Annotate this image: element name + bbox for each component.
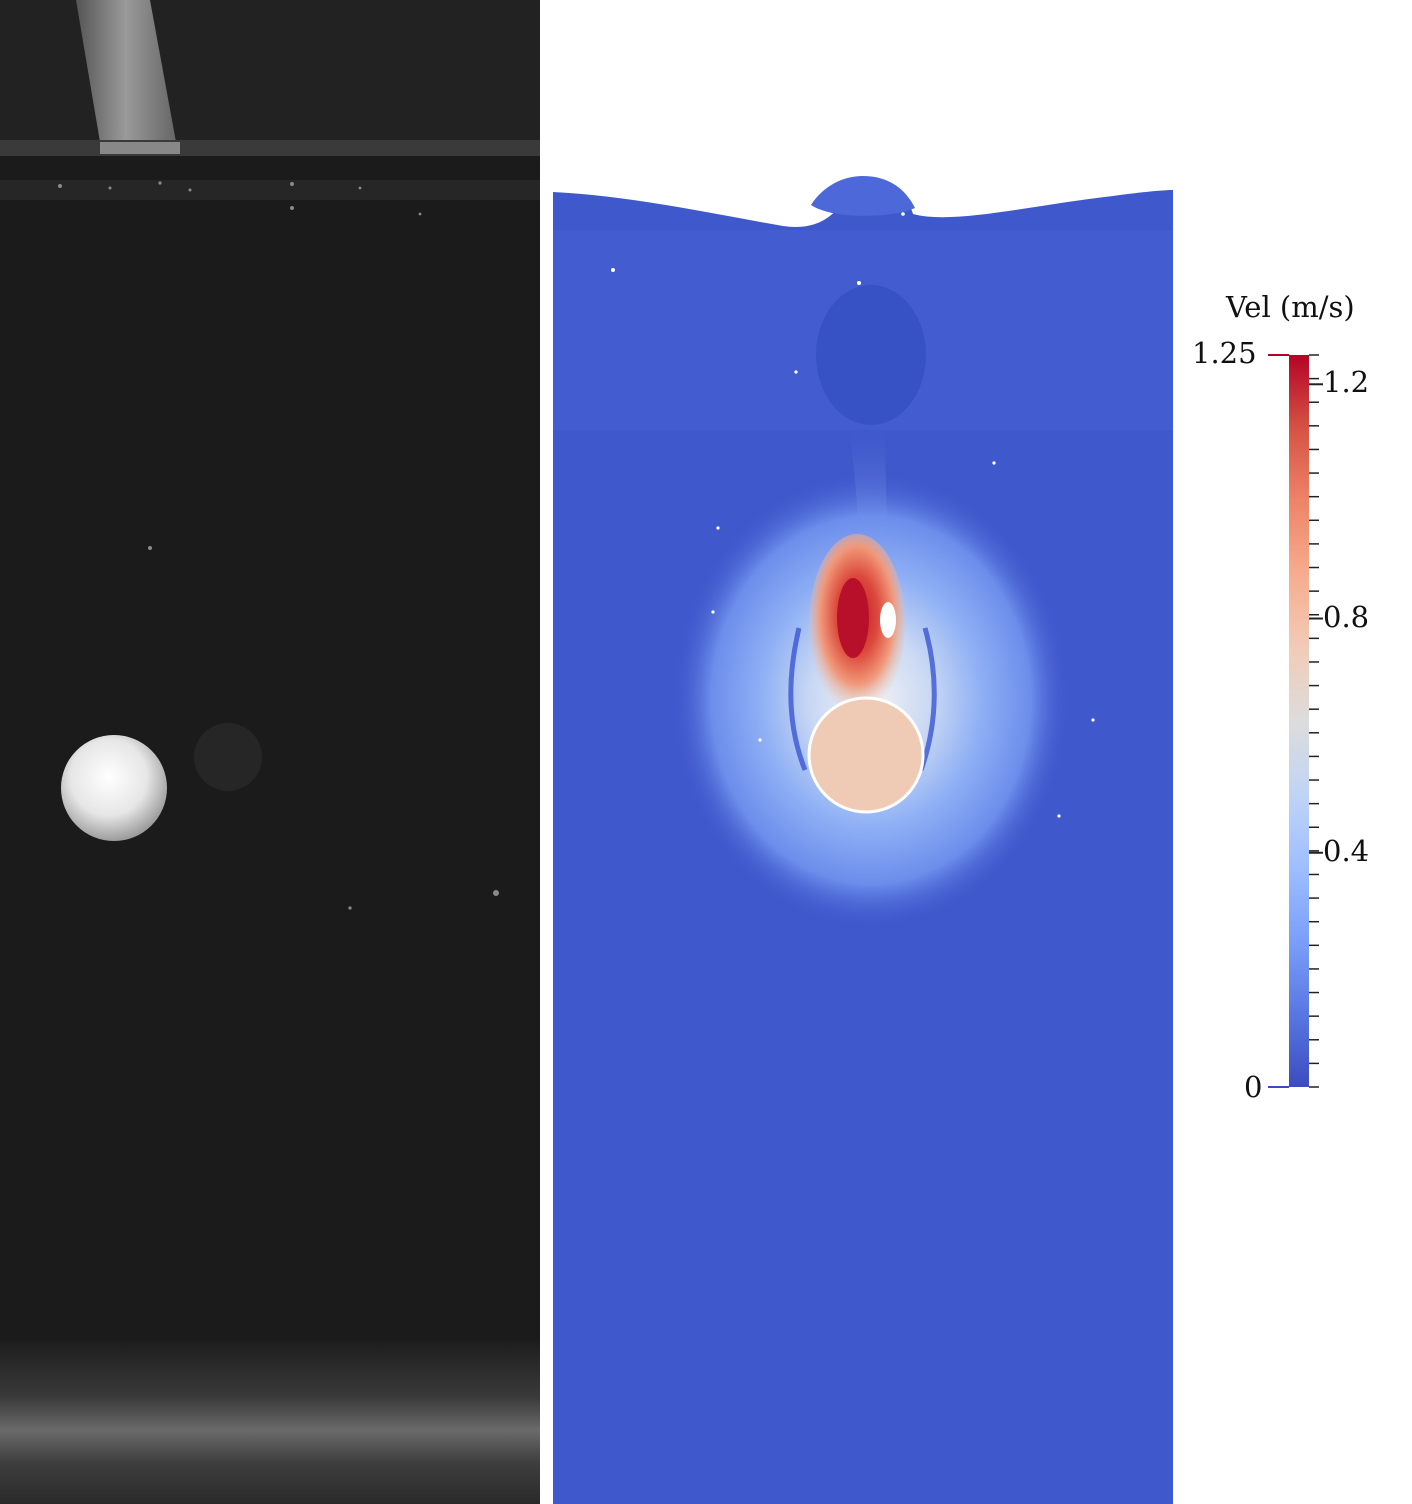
colorbar-tick-label: 1.2	[1323, 365, 1370, 400]
water-surface-line	[0, 140, 540, 156]
simulated-sphere	[807, 696, 925, 814]
simulation-velocity-field	[553, 0, 1173, 1504]
colorbar	[1289, 355, 1309, 1087]
surface-splash	[811, 176, 915, 216]
colorbar-title: Vel (m/s)	[1226, 290, 1355, 324]
experiment-photo	[0, 0, 540, 1504]
release-rod	[76, 0, 176, 142]
simulation-drawing	[553, 176, 1173, 1504]
colorbar-min-label: 0	[1244, 1070, 1263, 1104]
colorbar-ticks	[1268, 354, 1323, 1088]
colorbar-tick-label: 0.8	[1323, 599, 1370, 634]
colorbar-tick-label: 0.4	[1323, 833, 1370, 868]
colorbar-max-label: 1.25	[1192, 336, 1257, 370]
experiment-photo-drawing	[0, 0, 540, 1504]
colorbar-gradient	[1289, 355, 1309, 1087]
tank-floor	[0, 1340, 540, 1504]
sphere	[61, 735, 167, 841]
